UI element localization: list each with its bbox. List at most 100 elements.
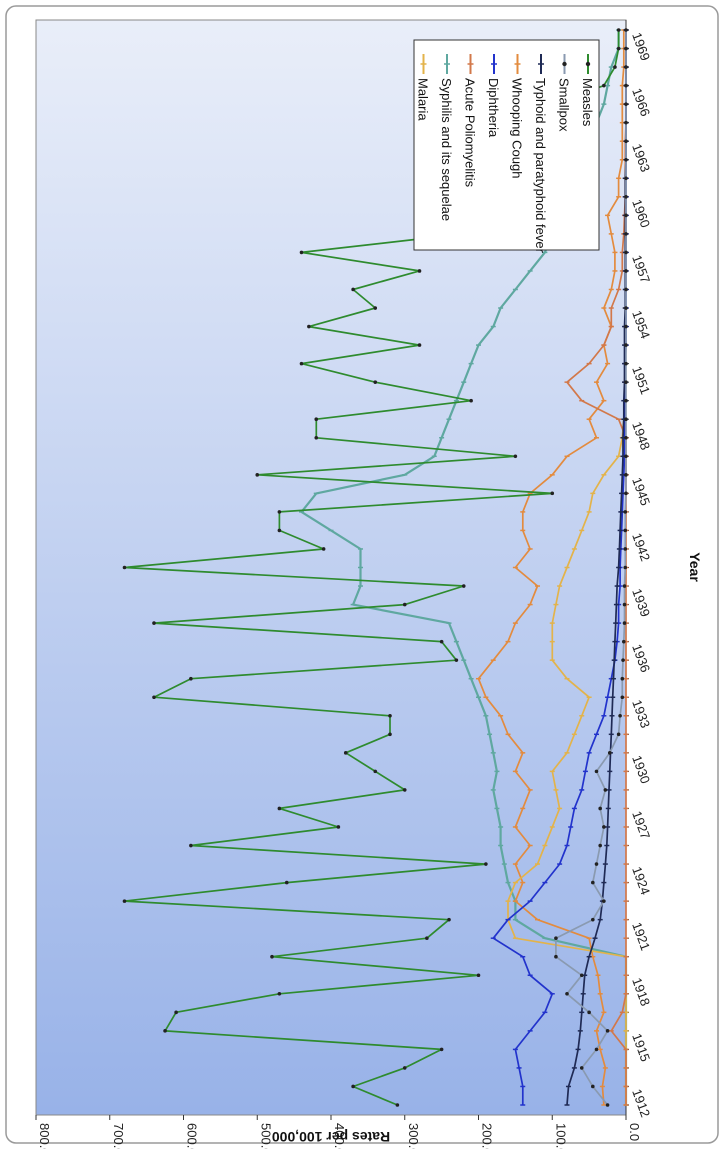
legend-label: Diphtheria	[486, 78, 501, 138]
data-point	[373, 306, 378, 310]
data-point	[605, 1103, 610, 1107]
data-point	[388, 713, 392, 718]
data-point	[122, 899, 127, 903]
data-point	[373, 380, 378, 384]
data-point	[624, 473, 628, 477]
data-point	[620, 676, 625, 681]
y-tick-label: 700.0	[111, 1123, 126, 1149]
legend-marker	[562, 61, 567, 67]
data-point	[554, 954, 558, 959]
data-point	[607, 751, 612, 755]
data-point	[484, 862, 488, 866]
data-point	[579, 1066, 584, 1070]
y-tick-label: 400.0	[332, 1123, 347, 1149]
data-point	[591, 1084, 595, 1089]
data-point	[624, 343, 628, 347]
data-point	[336, 825, 341, 829]
data-point	[624, 46, 628, 51]
data-point	[351, 287, 355, 292]
data-point	[277, 528, 282, 533]
data-point	[623, 510, 628, 514]
legend-box	[413, 39, 600, 251]
data-point	[624, 213, 628, 218]
data-point	[550, 491, 555, 496]
data-point	[554, 936, 558, 940]
data-point	[152, 621, 156, 625]
data-point	[613, 65, 617, 69]
data-point	[122, 565, 127, 570]
data-point	[598, 843, 602, 848]
data-point	[469, 398, 473, 403]
data-point	[439, 1047, 444, 1052]
data-point	[388, 732, 392, 737]
data-point	[402, 788, 407, 792]
data-point	[624, 417, 628, 422]
data-point	[277, 806, 282, 811]
data-point	[513, 454, 518, 459]
data-point	[621, 658, 625, 662]
data-point	[395, 1103, 400, 1107]
data-point	[624, 139, 628, 144]
data-point	[624, 83, 628, 88]
data-point	[277, 510, 282, 514]
data-point	[624, 380, 628, 384]
data-point	[476, 973, 481, 978]
data-point	[623, 547, 628, 551]
y-tick-label: 200.0	[480, 1123, 495, 1149]
data-point	[624, 454, 628, 459]
data-point	[277, 991, 282, 996]
y-tick-label: 500.0	[258, 1123, 273, 1149]
data-point	[624, 157, 628, 162]
legend-label: Syphilis and its sequelae	[439, 78, 454, 221]
data-point	[624, 120, 628, 125]
data-point	[189, 843, 193, 848]
data-point	[163, 1029, 167, 1033]
legend-label: Acute Poliomyelitis	[463, 78, 478, 188]
legend: Measles Smallpox Typhoid and paratyphoid f…	[413, 39, 600, 254]
data-point	[620, 695, 625, 700]
y-tick-label: 0.0	[627, 1123, 642, 1141]
data-point	[624, 65, 628, 69]
data-point	[255, 473, 260, 477]
data-point	[343, 751, 348, 755]
data-point	[622, 621, 627, 625]
data-point	[598, 806, 602, 811]
data-point	[602, 899, 606, 903]
data-point	[373, 769, 378, 774]
data-point	[622, 584, 627, 588]
data-point	[307, 324, 311, 329]
data-point	[624, 102, 628, 106]
data-point	[174, 1010, 178, 1015]
data-point	[603, 788, 608, 792]
data-point	[454, 658, 459, 662]
data-point	[591, 880, 595, 885]
data-point	[447, 917, 451, 922]
data-point	[587, 1010, 591, 1015]
legend-label: Typhoid and paratyphoid fever	[533, 78, 548, 254]
data-point	[605, 1029, 610, 1033]
data-point	[189, 676, 193, 681]
legend-label: Measles	[580, 78, 595, 127]
data-point	[299, 361, 304, 366]
legend-label: Malaria	[416, 78, 431, 121]
data-point	[624, 232, 628, 236]
data-point	[624, 491, 628, 496]
data-point	[299, 250, 304, 255]
data-point	[579, 973, 584, 978]
data-point	[591, 917, 595, 922]
data-point	[314, 417, 319, 422]
y-tick-label: 600.0	[185, 1123, 200, 1149]
data-point	[618, 713, 622, 718]
data-point	[602, 83, 606, 88]
data-point	[284, 880, 289, 885]
data-point	[602, 825, 606, 829]
data-point	[461, 584, 466, 588]
y-tick-label: 100.0	[553, 1123, 568, 1149]
data-point	[616, 28, 621, 32]
series-smallpox	[554, 28, 628, 1107]
data-point	[624, 250, 628, 255]
y-axis-ticks: 0.0 100.0 200.0 300.0 400.0 500.0 600.0 700.0 80…	[35, 1115, 642, 1149]
data-point	[624, 435, 628, 440]
data-point	[351, 1084, 355, 1089]
